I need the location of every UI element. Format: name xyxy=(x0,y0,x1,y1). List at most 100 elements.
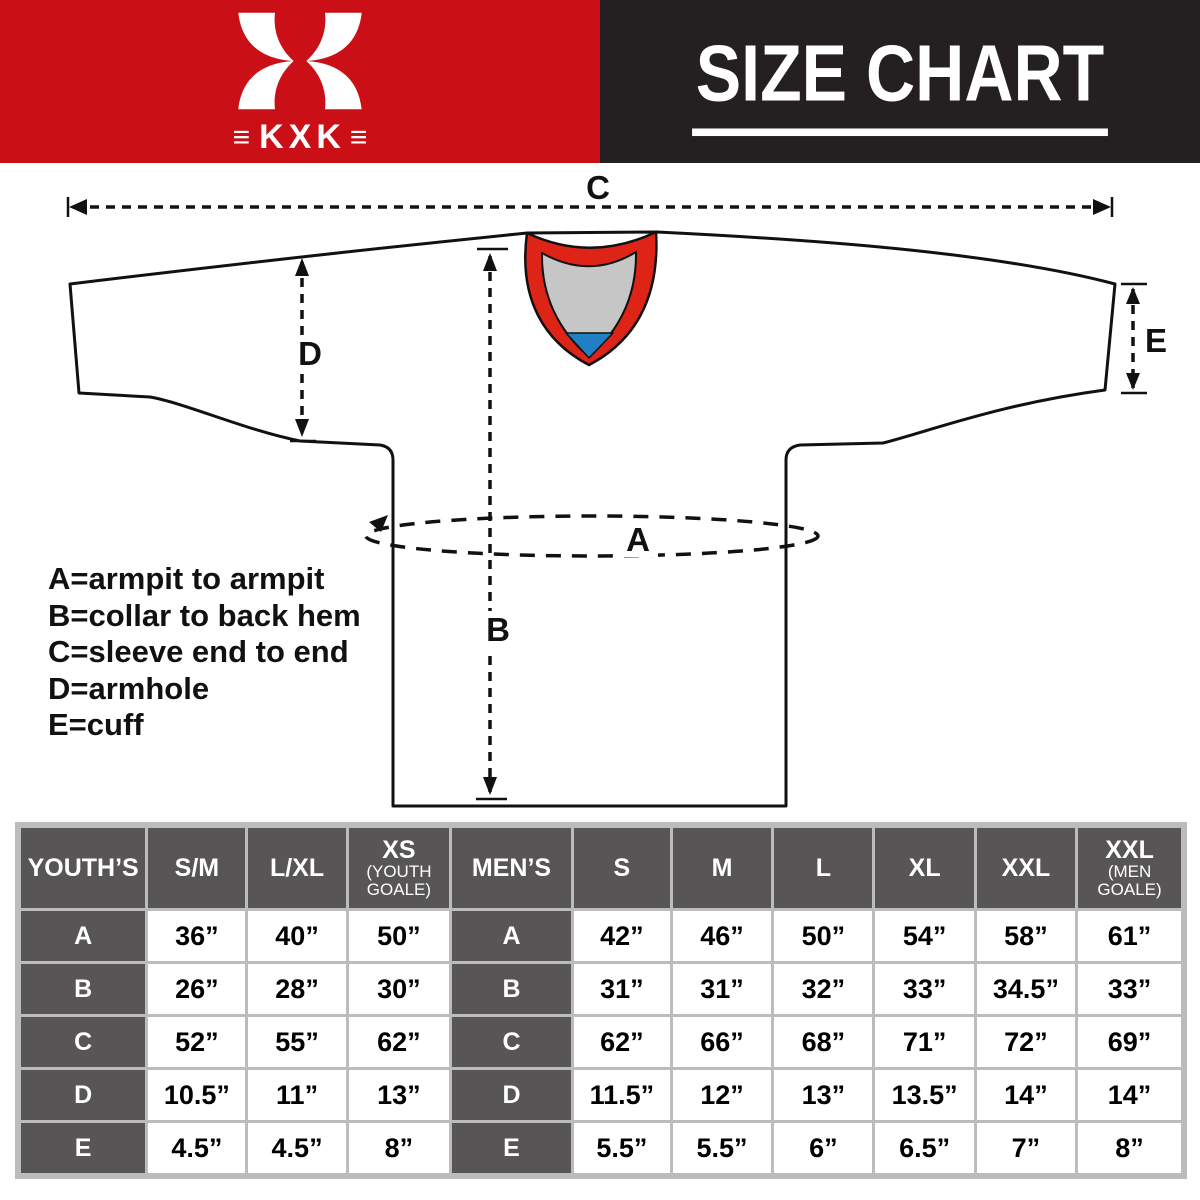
legend-line-a: A=armpit to armpit xyxy=(48,561,325,596)
table-row-e: E 4.5” 4.5” 8” E 5.5” 5.5” 6” 6.5” 7” 8” xyxy=(21,1123,1181,1173)
brand-wordmark: ≡ KXK ≡ xyxy=(233,118,368,157)
cell: 50” xyxy=(348,911,450,961)
cell: 13” xyxy=(348,1070,450,1120)
measure-e-arrow xyxy=(1121,282,1147,395)
cell: 72” xyxy=(976,1017,1076,1067)
table-row-d: D 10.5” 11” 13” D 11.5” 12” 13” 13.5” 14… xyxy=(21,1070,1181,1120)
youth-size-sm: S/M xyxy=(148,828,246,908)
men-size-l: L xyxy=(774,828,873,908)
cell: 42” xyxy=(573,911,670,961)
cell: 54” xyxy=(875,911,974,961)
row-key: D xyxy=(452,1070,571,1120)
collar-tip-blue xyxy=(565,332,614,359)
cell: 66” xyxy=(672,1017,772,1067)
legend-line-d: D=armhole xyxy=(48,670,210,706)
cell: 6.5” xyxy=(875,1123,974,1173)
measure-b-arrow xyxy=(476,247,508,801)
brand-logo: ≡ KXK ≡ xyxy=(0,0,600,163)
row-key: E xyxy=(21,1123,146,1173)
cell: 31” xyxy=(573,964,670,1014)
table-header-row: YOUTH’S S/M L/XL XS (YOUTH GOALE) MEN’S S… xyxy=(21,828,1181,908)
row-key: C xyxy=(21,1017,146,1067)
men-goalie-note: (MEN GOALE) xyxy=(1097,862,1162,900)
cell: 33” xyxy=(875,964,974,1014)
cell: 4.5” xyxy=(148,1123,246,1173)
youth-goalie-header: XS (YOUTH GOALE) xyxy=(348,828,450,908)
cell: 13” xyxy=(774,1070,873,1120)
men-size-xl: XL xyxy=(875,828,974,908)
label-backplate xyxy=(292,335,326,373)
cell: 14” xyxy=(976,1070,1076,1120)
cell: 58” xyxy=(976,911,1076,961)
youth-goalie-size: XS xyxy=(382,836,416,865)
men-header: MEN’S xyxy=(452,828,571,908)
measure-b-label: B xyxy=(486,611,510,648)
measure-c-label: C xyxy=(586,169,610,206)
cell: 68” xyxy=(774,1017,873,1067)
men-size-xxl: XXL xyxy=(976,828,1076,908)
row-key: C xyxy=(452,1017,571,1067)
cell: 26” xyxy=(148,964,246,1014)
cell: 31” xyxy=(672,964,772,1014)
measure-c-arrow xyxy=(66,197,1114,217)
row-key: B xyxy=(21,964,146,1014)
legend-line-c: C=sleeve end to end xyxy=(48,634,349,669)
page-title: SIZE CHART xyxy=(692,27,1108,137)
men-goalie-size: XXL xyxy=(1105,836,1154,865)
measure-a-label: A xyxy=(626,521,650,558)
cell: 30” xyxy=(348,964,450,1014)
cell: 4.5” xyxy=(248,1123,346,1173)
youth-header: YOUTH’S xyxy=(21,828,146,908)
brand-name: KXK xyxy=(259,118,346,156)
cell: 62” xyxy=(573,1017,670,1067)
label-backplate xyxy=(618,521,658,557)
cell: 7” xyxy=(976,1123,1076,1173)
legend-line-e: E=cuff xyxy=(48,707,144,742)
triple-bar-icon: ≡ xyxy=(232,120,251,154)
table-row-b: B 26” 28” 30” B 31” 31” 32” 33” 34.5” 33… xyxy=(21,964,1181,1014)
cell: 5.5” xyxy=(573,1123,670,1173)
measure-d-label: D xyxy=(298,335,322,372)
cell: 36” xyxy=(148,911,246,961)
cell: 34.5” xyxy=(976,964,1076,1014)
cell: 6” xyxy=(774,1123,873,1173)
row-key: A xyxy=(21,911,146,961)
measure-a-ellipse xyxy=(364,514,820,558)
cell: 61” xyxy=(1078,911,1181,961)
cell: 13.5” xyxy=(875,1070,974,1120)
collar-inner-gray xyxy=(540,251,638,358)
cell: 69” xyxy=(1078,1017,1181,1067)
cell: 28” xyxy=(248,964,346,1014)
cell: 46” xyxy=(672,911,772,961)
cell: 32” xyxy=(774,964,873,1014)
men-goalie-header: XXL (MEN GOALE) xyxy=(1078,828,1181,908)
cell: 10.5” xyxy=(148,1070,246,1120)
cell: 55” xyxy=(248,1017,346,1067)
cell: 62” xyxy=(348,1017,450,1067)
header-title-panel: SIZE CHART xyxy=(600,0,1200,163)
measure-e-label: E xyxy=(1145,322,1167,359)
cell: 33” xyxy=(1078,964,1181,1014)
youth-size-lxl: L/XL xyxy=(248,828,346,908)
cell: 12” xyxy=(672,1070,772,1120)
row-key: B xyxy=(452,964,571,1014)
cell: 8” xyxy=(348,1123,450,1173)
size-table-wrapper: YOUTH’S S/M L/XL XS (YOUTH GOALE) MEN’S S… xyxy=(15,822,1187,1179)
table-row-c: C 52” 55” 62” C 62” 66” 68” 71” 72” 69” xyxy=(21,1017,1181,1067)
legend-line-b: B=collar to back hem xyxy=(48,597,361,633)
row-key: D xyxy=(21,1070,146,1120)
header-brand-panel: ≡ KXK ≡ xyxy=(0,0,600,163)
men-size-s: S xyxy=(573,828,670,908)
row-key: A xyxy=(452,911,571,961)
triple-bar-icon: ≡ xyxy=(349,120,368,154)
cell: 11.5” xyxy=(573,1070,670,1120)
cell: 50” xyxy=(774,911,873,961)
cell: 8” xyxy=(1078,1123,1181,1173)
jersey-outline xyxy=(68,230,1117,808)
men-size-m: M xyxy=(672,828,772,908)
cell: 14” xyxy=(1078,1070,1181,1120)
label-backplate xyxy=(481,611,515,649)
table-row-a: A 36” 40” 50” A 42” 46” 50” 54” 58” 61” xyxy=(21,911,1181,961)
row-key: E xyxy=(452,1123,571,1173)
